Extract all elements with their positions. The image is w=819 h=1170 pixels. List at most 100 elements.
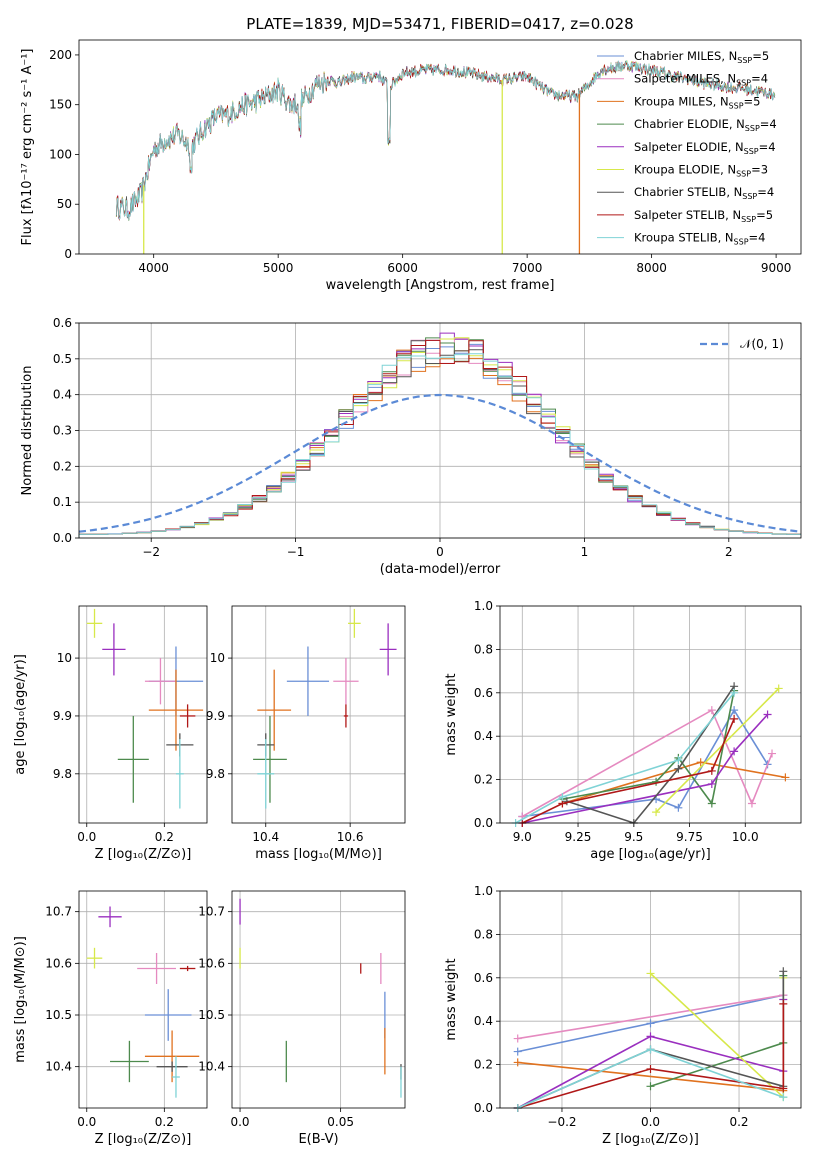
mass_vs_Z-axes: 0.0 0.2 10.4 10.5 10.6 10.7 Z [log₁₀(Z/Z⊙)] mas… [13, 891, 207, 1147]
y-tick-label: 50 [57, 197, 72, 211]
age_vs_Z-axes: 0.0 0.2 9.8 9.9 10 Z [log₁₀(Z/Z⊙)] age [log₁₀(… [13, 606, 207, 862]
y-tick-label: 1.0 [474, 884, 493, 898]
x-axis-label: Z [log₁₀(Z/Z⊙)] [95, 1132, 192, 1147]
weight-marker [730, 747, 739, 756]
error-bar-point [144, 989, 192, 1041]
age_vs_mass-frame [231, 605, 406, 824]
y-tick-label: 10.4 [45, 1060, 72, 1074]
y-axis-label: Normed distribution [20, 366, 35, 496]
error-bar-point [257, 739, 275, 809]
x-axis-label: E(B-V) [298, 1132, 338, 1147]
y-tick-label: 0.4 [53, 388, 72, 402]
error-bar-point [148, 669, 204, 751]
y-tick-label: 10.6 [45, 956, 72, 970]
error-bar-point [144, 658, 176, 705]
y-tick-label: 9.8 [206, 767, 225, 781]
weight-marker [646, 1082, 655, 1091]
x-tick-label: 5000 [263, 261, 294, 275]
histogram-step [78, 353, 801, 538]
y-tick-label: 0.4 [474, 729, 493, 743]
error-bar-point [102, 623, 126, 676]
weight_vs_age-frame [499, 605, 802, 824]
legend-entry: 𝒩(0, 1) [740, 337, 784, 351]
legend-name: Chabrier MILES, N [634, 49, 737, 63]
weight-marker [674, 803, 683, 812]
legend-entry: Kroupa STELIB, NSSP=4 [634, 231, 765, 247]
y-tick-label: 0.4 [474, 1014, 493, 1028]
age_vs_Z-frame [78, 605, 208, 824]
y-axis-label: mass weight [444, 673, 459, 755]
x-axis-label: (data-model)/error [380, 562, 501, 577]
mass_vs_ebv-axes: 0.0 0.05 10.4 10.5 10.6 10.7 E(B-V) [198, 891, 405, 1147]
weight-marker [674, 764, 683, 773]
x-tick-label: 0.2 [155, 830, 174, 844]
error-bar-point [379, 623, 397, 676]
weight-marker [779, 1093, 788, 1102]
error-bar-point [144, 1030, 200, 1083]
weight-marker [707, 779, 716, 788]
normal-reference-curve [78, 393, 802, 533]
error-bar-point [86, 947, 103, 969]
spectrum-line [115, 60, 775, 220]
x-tick-label: 7000 [512, 261, 543, 275]
legend-subscript: SSP [737, 56, 752, 65]
y-tick-label: 9.9 [206, 709, 225, 723]
weight-marker [730, 688, 739, 697]
legend-count: =5 [744, 94, 761, 108]
x-tick-label: −1 [287, 545, 305, 559]
weight-marker [747, 799, 756, 808]
x-tick-label: 9000 [761, 261, 792, 275]
y-tick-label: 0.0 [474, 816, 493, 830]
weight-marker [707, 706, 716, 715]
y-axis-label: age [log₁₀(age/yr)] [13, 654, 28, 775]
chart-title: PLATE=1839, MJD=53471, FIBERID=0417, z=0… [246, 15, 633, 33]
x-axis-label: Z [log₁₀(Z/Z⊙)] [602, 1132, 699, 1147]
error-bar-point [137, 953, 176, 984]
error-bar-point [333, 658, 359, 705]
weight-line [517, 1061, 784, 1092]
legend-subscript: SSP [742, 192, 757, 201]
error-bar-point [179, 965, 196, 972]
y-tick-label: 0.6 [53, 316, 72, 330]
y-tick-label: 10.4 [198, 1060, 225, 1074]
y-tick-label: 0.3 [53, 424, 72, 438]
legend-entry: Kroupa ELODIE, NSSP=3 [634, 163, 768, 179]
y-tick-label: 0 [64, 247, 72, 261]
error-bar-point [98, 906, 122, 928]
weight-marker [707, 799, 716, 808]
y-tick-label: 10.7 [198, 905, 225, 919]
y-axis-label: Flux [fλ10⁻¹⁷ erg cm⁻² s⁻¹ A⁻¹] [20, 49, 35, 246]
x-tick-label: 10.0 [732, 830, 759, 844]
x-axis-label: Z [log₁₀(Z/Z⊙)] [95, 847, 192, 862]
legend-name: Kroupa STELIB, N [634, 231, 734, 245]
weight-marker [513, 1047, 522, 1056]
y-tick-label: 10.7 [45, 905, 72, 919]
y-tick-label: 10 [57, 651, 72, 665]
y-axis-label: mass weight [444, 958, 459, 1040]
y-tick-label: 0.0 [53, 531, 72, 545]
y-tick-label: 0.5 [53, 352, 72, 366]
weight-marker [513, 1034, 522, 1043]
x-tick-label: 0.0 [230, 1115, 249, 1129]
spectrum-frame [78, 39, 802, 255]
legend-subscript: SSP [741, 215, 756, 224]
error-bar-point [86, 608, 103, 638]
legend-count: =4 [749, 231, 766, 245]
legend-name: Chabrier ELODIE, N [634, 117, 745, 131]
weight-line [521, 709, 773, 818]
y-tick-label: 100 [49, 147, 72, 161]
legend-entry: Salpeter STELIB, NSSP=5 [634, 208, 773, 224]
y-tick-label: 0.6 [474, 686, 493, 700]
spectrum-axes: 4000 5000 6000 7000 8000 9000 0 50 100 150 200 wave… [20, 48, 791, 293]
weight-marker [774, 684, 783, 693]
x-tick-label: 1 [581, 545, 589, 559]
error-bar-point [156, 1061, 188, 1072]
legend-count: =4 [759, 140, 776, 154]
legend-count: =5 [756, 208, 773, 222]
legend-entry: Salpeter ELODIE, NSSP=4 [634, 140, 776, 156]
error-bar-point [257, 669, 292, 751]
weight-marker [779, 999, 788, 1008]
x-axis-label: wavelength [Angstrom, rest frame] [326, 278, 555, 293]
weight-marker [768, 749, 777, 758]
weight-marker [696, 758, 705, 767]
